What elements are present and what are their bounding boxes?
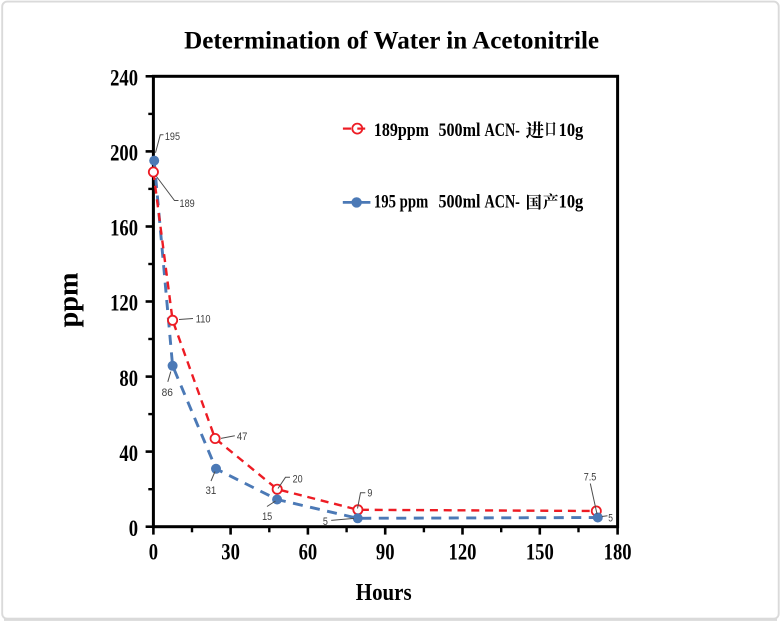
svg-text:60: 60 [299,539,318,565]
svg-text:ppm: ppm [54,272,85,327]
svg-text:Hours: Hours [356,579,412,606]
svg-text:ACN-: ACN- [485,192,520,213]
svg-text:10g: 10g [559,120,584,141]
svg-text:40: 40 [119,441,138,467]
svg-text:5: 5 [608,512,613,524]
svg-text:30: 30 [221,539,240,565]
svg-text:189: 189 [180,198,195,210]
svg-text:ACN-: ACN- [485,120,520,141]
svg-text:500ml: 500ml [439,120,481,141]
svg-text:240: 240 [110,66,138,92]
svg-text:200: 200 [110,141,138,167]
svg-text:Determination of Water in Acet: Determination of Water in Acetonitrile [184,25,599,54]
svg-text:15: 15 [262,511,272,523]
svg-text:120: 120 [449,539,477,565]
svg-text:160: 160 [110,216,138,242]
svg-text:47: 47 [237,431,248,443]
svg-text:7.5: 7.5 [584,472,597,484]
svg-text:195 ppm: 195 ppm [374,192,429,213]
svg-text:189ppm: 189ppm [374,120,429,141]
svg-text:110: 110 [196,313,211,325]
svg-text:120: 120 [110,291,138,317]
svg-text:0: 0 [149,539,158,565]
svg-text:180: 180 [604,539,632,565]
svg-text:20: 20 [293,473,303,485]
svg-text:86: 86 [162,387,173,399]
svg-text:9: 9 [367,487,372,499]
svg-text:10g: 10g [559,192,584,213]
svg-text:5: 5 [323,516,328,528]
svg-text:0: 0 [129,516,138,542]
svg-text:80: 80 [119,366,138,392]
svg-text:150: 150 [526,539,554,565]
svg-text:90: 90 [376,539,395,565]
svg-text:195: 195 [165,131,180,143]
svg-text:500ml: 500ml [439,192,481,213]
svg-text:31: 31 [206,485,217,497]
